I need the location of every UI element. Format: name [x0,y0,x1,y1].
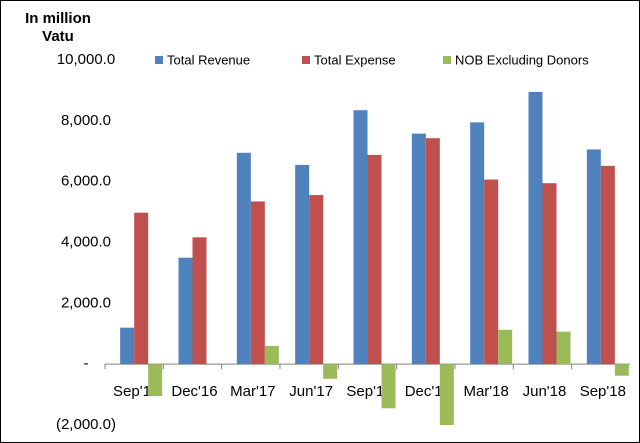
y-tick-label: 2,000.0 [61,294,111,311]
x-tick-label: Mar'17 [230,383,275,400]
bar [309,195,324,365]
bar [586,149,601,365]
x-tick-label: Jun'17 [289,383,333,400]
bar [250,201,265,365]
x-tick-label: Sep'16 [113,383,159,400]
x-tick-label: Dec'17 [405,383,451,400]
bar [411,133,426,365]
bar [470,122,485,365]
legend-label: NOB Excluding Donors [455,52,589,67]
y-tick-label: 10,000.0 [57,51,115,68]
legend-label: Total Expense [314,52,396,67]
legend-label: Total Revenue [167,52,250,67]
bar [192,237,207,365]
y-tick-label: (2,000.0) [56,416,116,433]
bar [120,327,135,365]
bar [353,110,368,365]
bar [614,364,629,376]
bar [178,257,193,365]
y-tick-label: - [84,355,89,372]
x-tick-label: Sep'17 [346,383,392,400]
legend-swatch [302,56,310,64]
x-tick-label: Dec'16 [171,383,217,400]
bar [264,345,279,365]
y-tick-label: 6,000.0 [61,173,111,190]
bar [295,164,310,365]
bar [439,364,454,425]
bar [236,152,251,365]
y-axis-label: In million Vatu [25,10,91,45]
bar [148,364,163,397]
x-tick-label: Jun'18 [523,383,567,400]
legend-swatch [155,56,163,64]
bar [600,165,615,365]
bar [484,179,499,365]
bar [425,138,440,365]
bar [498,329,513,365]
x-tick-label: Sep'18 [580,383,626,400]
bar [528,91,543,365]
legend-swatch [443,56,451,64]
bar [556,331,571,365]
bar [542,183,557,365]
y-tick-label: 8,000.0 [61,112,111,129]
bar [381,364,396,409]
x-tick-label: Mar'18 [463,383,508,400]
bar [134,212,149,365]
y-tick-label: 4,000.0 [61,233,111,250]
bar [367,154,382,365]
bar [323,364,338,379]
